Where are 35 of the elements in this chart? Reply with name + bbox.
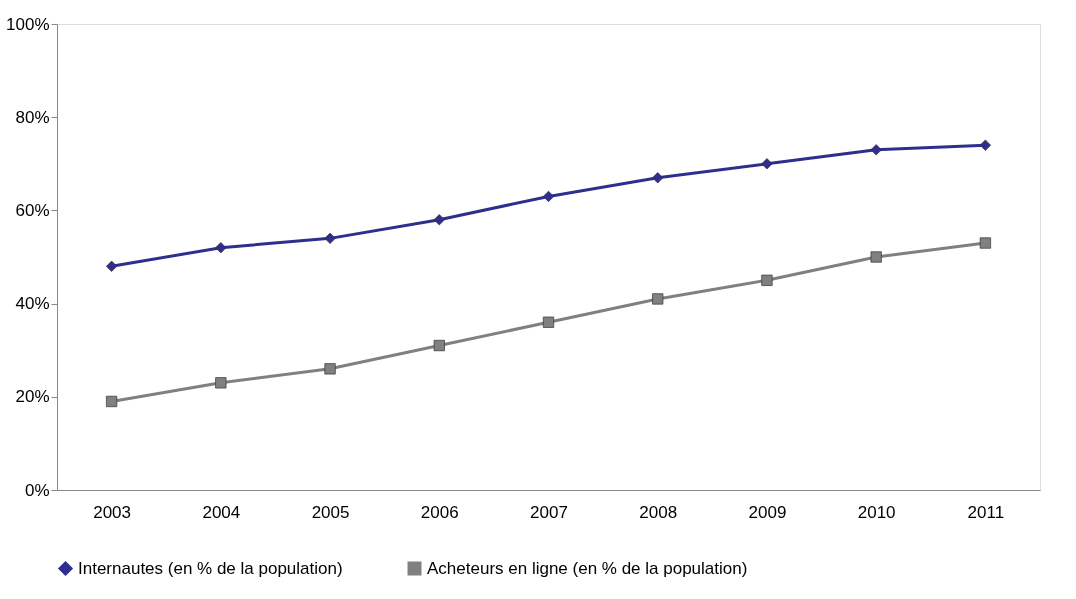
point — [761, 158, 773, 170]
point — [870, 251, 882, 263]
point — [106, 395, 118, 408]
point — [542, 190, 555, 203]
point — [324, 232, 336, 244]
x-tick-label: 2007 — [530, 502, 568, 522]
y-tick-label: 80% — [15, 107, 50, 127]
point — [433, 339, 445, 352]
point — [652, 172, 664, 184]
y-tick-label: 0% — [24, 480, 50, 500]
point — [652, 293, 664, 305]
point — [215, 242, 227, 254]
point — [979, 139, 991, 151]
legend-label: Internautes (en % de la population) — [78, 558, 343, 578]
y-tick-label: 20% — [15, 387, 50, 407]
point — [433, 214, 445, 226]
point — [761, 274, 773, 286]
y-tick-label: 40% — [15, 294, 50, 314]
point — [106, 260, 118, 272]
x-tick-label: 2011 — [967, 502, 1005, 522]
y-tick-label: 60% — [15, 200, 50, 220]
x-tick-label: 2010 — [857, 502, 896, 522]
x-tick-label: 2008 — [639, 502, 678, 522]
point — [870, 144, 882, 156]
point — [324, 363, 336, 375]
x-tick-label: 2003 — [93, 502, 132, 522]
y-tick-label: 100% — [6, 14, 50, 34]
x-tick-label: 2005 — [311, 502, 350, 522]
point — [215, 377, 227, 389]
x-tick-label: 2009 — [748, 502, 787, 522]
point — [979, 237, 991, 249]
x-tick-label: 2004 — [202, 502, 241, 522]
legend-label: Acheteurs en ligne (en % de la population) — [427, 558, 748, 578]
x-tick-label: 2006 — [420, 502, 459, 522]
point — [542, 316, 555, 328]
